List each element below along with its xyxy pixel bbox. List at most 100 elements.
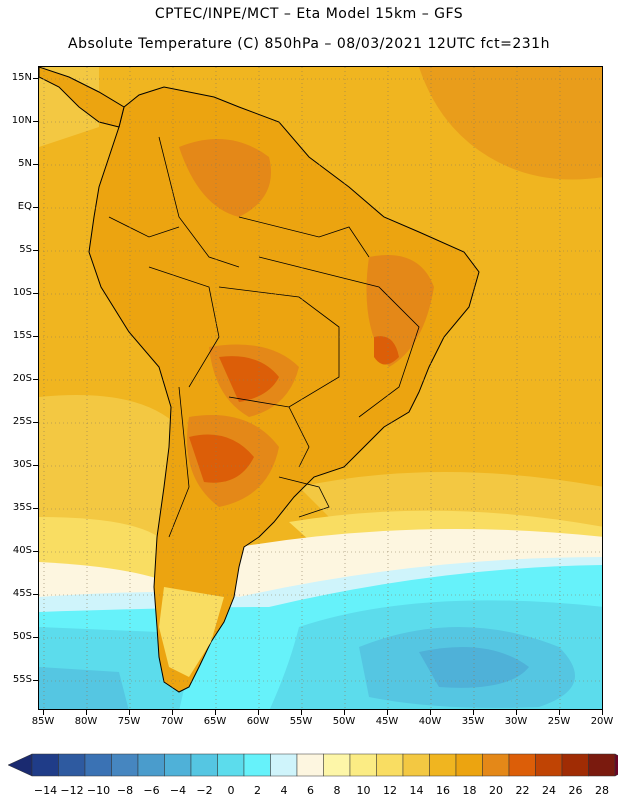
lat-tick bbox=[33, 78, 38, 79]
lon-tick bbox=[258, 710, 259, 715]
lon-tick bbox=[301, 710, 302, 715]
colorbar-over-triangle bbox=[614, 753, 618, 777]
colorbar-label: 24 bbox=[542, 784, 556, 797]
lat-tick bbox=[33, 250, 38, 251]
country-borders bbox=[108, 136, 420, 538]
patagonia-cool bbox=[159, 587, 224, 677]
colorbar-swatch bbox=[535, 753, 563, 777]
lat-label: 30S bbox=[12, 459, 32, 470]
colorbar-swatch bbox=[349, 753, 377, 777]
lon-label: 80W bbox=[74, 716, 98, 727]
colorbar-label: −14 bbox=[33, 784, 58, 797]
lat-tick bbox=[33, 551, 38, 552]
colorbar-label: 4 bbox=[280, 784, 288, 797]
lat-tick bbox=[33, 164, 38, 165]
colorbar-label: 8 bbox=[333, 784, 341, 797]
lat-label: 25S bbox=[12, 416, 32, 427]
colorbar-swatch bbox=[84, 753, 112, 777]
lat-label: 10S bbox=[12, 287, 32, 298]
colorbar-swatch bbox=[217, 753, 245, 777]
lat-label: 20S bbox=[12, 373, 32, 384]
colorbar bbox=[7, 753, 618, 777]
colorbar-label: 22 bbox=[515, 784, 530, 797]
lon-tick bbox=[215, 710, 216, 715]
lon-tick bbox=[129, 710, 130, 715]
lon-tick bbox=[43, 710, 44, 715]
lon-label: 65W bbox=[203, 716, 227, 727]
border-brazil-states bbox=[258, 256, 420, 418]
lon-tick bbox=[516, 710, 517, 715]
colorbar-label: −10 bbox=[86, 784, 111, 797]
cream-band-atlantic bbox=[219, 529, 602, 607]
colorbar-swatch bbox=[508, 753, 536, 777]
lat-label: 15S bbox=[12, 330, 32, 341]
colorbar-swatch bbox=[482, 753, 510, 777]
map-subtitle: Absolute Temperature (C) 850hPa – 08/03/… bbox=[68, 36, 550, 52]
central-america-landmass bbox=[39, 67, 125, 128]
lat-tick bbox=[33, 121, 38, 122]
lon-tick bbox=[559, 710, 560, 715]
lon-label: 25W bbox=[547, 716, 571, 727]
lat-label: EQ bbox=[17, 201, 32, 212]
colorbar-label: 14 bbox=[409, 784, 424, 797]
colorbar-swatch bbox=[429, 753, 457, 777]
lat-label: 55S bbox=[12, 674, 32, 685]
graticule bbox=[39, 67, 602, 709]
lon-tick bbox=[430, 710, 431, 715]
lat-tick bbox=[33, 336, 38, 337]
colorbar-under-triangle bbox=[7, 753, 33, 777]
colorbar-label: −6 bbox=[143, 784, 160, 797]
colorbar-label: 20 bbox=[489, 784, 503, 797]
hottest-region-brazil bbox=[374, 336, 399, 365]
border-bolivia bbox=[218, 286, 340, 408]
lon-label: 30W bbox=[504, 716, 528, 727]
lat-label: 35S bbox=[12, 502, 32, 513]
lat-tick bbox=[33, 422, 38, 423]
border-peru bbox=[148, 266, 220, 388]
colorbar-label: −12 bbox=[60, 784, 84, 797]
map-title: CPTEC/INPE/MCT – Eta Model 15km – GFS bbox=[154, 6, 464, 22]
lon-label: 60W bbox=[246, 716, 270, 727]
border-colombia bbox=[158, 136, 240, 268]
lat-label: 40S bbox=[12, 545, 32, 556]
colorbar-label: 2 bbox=[254, 784, 261, 797]
colorbar-label: −4 bbox=[169, 784, 187, 797]
cold-zone-southwest bbox=[39, 667, 129, 709]
colorbar-swatch bbox=[164, 753, 192, 777]
lon-tick bbox=[86, 710, 87, 715]
lon-label: 55W bbox=[289, 716, 313, 727]
lat-tick bbox=[33, 379, 38, 380]
colorbar-swatch bbox=[31, 753, 59, 777]
hottest-region-argentina bbox=[189, 434, 254, 483]
lon-label: 75W bbox=[117, 716, 141, 727]
colorbar-label: 12 bbox=[383, 784, 397, 797]
colorbar-swatch bbox=[190, 753, 218, 777]
lat-label: 5N bbox=[18, 158, 32, 169]
lon-label: 35W bbox=[461, 716, 485, 727]
lat-tick bbox=[33, 293, 38, 294]
lon-tick bbox=[602, 710, 603, 715]
temperature-map bbox=[38, 66, 603, 710]
lat-tick bbox=[33, 680, 38, 681]
colorbar-label: 6 bbox=[307, 784, 314, 797]
map-canvas bbox=[39, 67, 602, 709]
border-venezuela-guyana bbox=[238, 216, 370, 258]
lat-label: 15N bbox=[11, 72, 32, 83]
lat-tick bbox=[33, 207, 38, 208]
colorbar-swatch bbox=[137, 753, 165, 777]
lat-label: 10N bbox=[11, 115, 32, 126]
lat-label: 5S bbox=[19, 244, 32, 255]
lon-label: 85W bbox=[31, 716, 55, 727]
lon-label: 50W bbox=[332, 716, 356, 727]
colorbar-swatch bbox=[455, 753, 483, 777]
colorbar-swatch bbox=[376, 753, 404, 777]
lat-tick bbox=[33, 594, 38, 595]
colorbar-label: 16 bbox=[436, 784, 450, 797]
colorbar-swatch bbox=[588, 753, 616, 777]
colorbar-label: 26 bbox=[568, 784, 583, 797]
border-paraguay bbox=[288, 406, 310, 468]
lon-tick bbox=[344, 710, 345, 715]
lon-label: 70W bbox=[160, 716, 184, 727]
colorbar-label: −8 bbox=[116, 784, 134, 797]
colorbar-swatch bbox=[111, 753, 139, 777]
